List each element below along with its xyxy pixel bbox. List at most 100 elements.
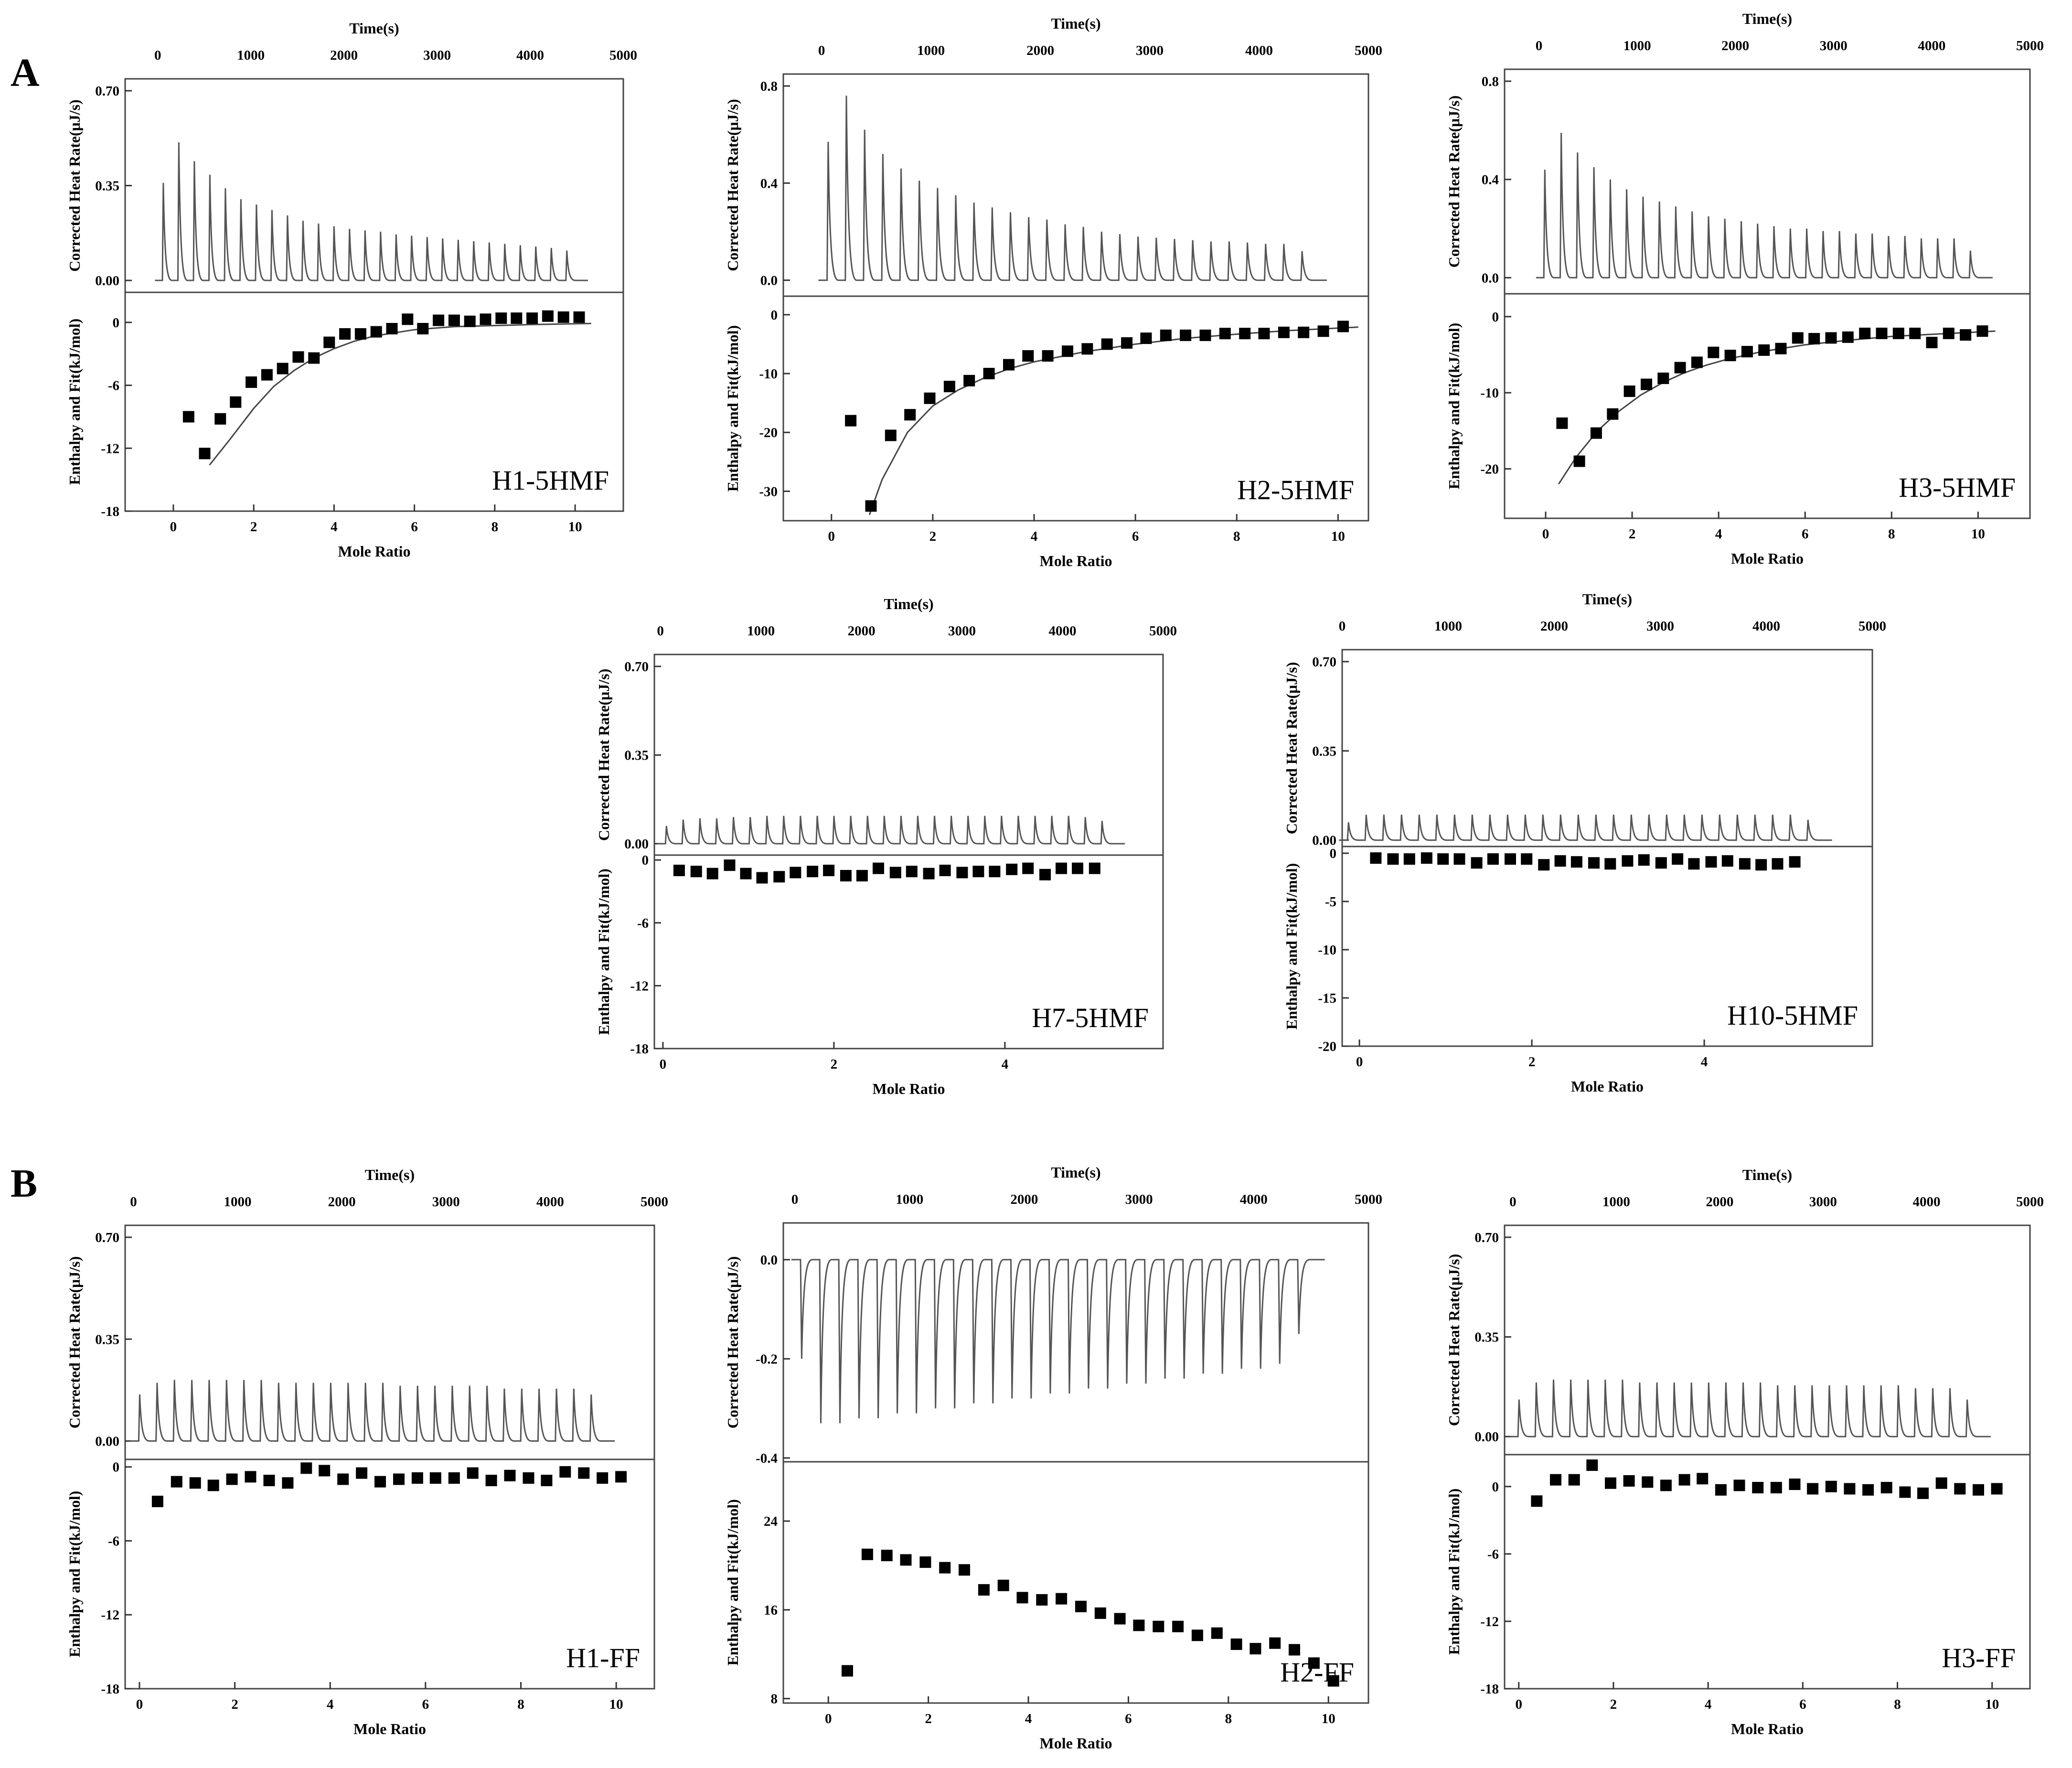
- iso-x-tick-label: 10: [1322, 1711, 1335, 1726]
- data-point: [1605, 1477, 1616, 1489]
- time-tick-label: 5000: [641, 1194, 668, 1210]
- data-point: [1926, 337, 1938, 348]
- iso-y-tick-label: -10: [1318, 943, 1336, 958]
- data-point: [1655, 857, 1667, 869]
- time-tick-label: 3000: [1646, 619, 1674, 634]
- data-point: [1042, 350, 1054, 362]
- data-point: [919, 1556, 931, 1568]
- data-point: [673, 865, 685, 877]
- data-point: [856, 870, 868, 882]
- thermo-y-axis-label: Corrected Heat Rate(μJ/s): [66, 1256, 83, 1429]
- thermo-y-tick-label: 0.0: [1482, 270, 1499, 286]
- data-point: [1678, 1474, 1690, 1486]
- data-point: [263, 1475, 275, 1487]
- iso-y-tick-label: -10: [1480, 386, 1499, 401]
- data-point: [1844, 1483, 1856, 1495]
- data-point: [1403, 853, 1415, 865]
- iso-y-tick-label: -15: [1318, 991, 1336, 1006]
- data-point: [1230, 1638, 1242, 1650]
- iso-x-tick-label: 6: [1799, 1697, 1806, 1712]
- data-point: [807, 866, 819, 878]
- data-point: [1623, 1475, 1635, 1487]
- iso-y-axis-label: Enthalpy and Fit(kJ/mol): [1445, 323, 1463, 490]
- data-point: [1623, 386, 1635, 397]
- iso-x-tick-label: 0: [828, 529, 835, 544]
- thermo-y-tick-label: 0.00: [95, 273, 119, 289]
- data-point: [1739, 858, 1751, 870]
- data-point: [485, 1475, 497, 1487]
- data-point: [182, 411, 194, 423]
- time-tick-label: 5000: [1858, 619, 1886, 634]
- thermo-y-tick-label: 0.70: [1312, 654, 1336, 670]
- iso-y-axis-label: Enthalpy and Fit(kJ/mol): [66, 319, 83, 485]
- data-point: [845, 415, 857, 427]
- chart-h1-ff: Time(s)0 1000 2000 3000 4000 50000.700.350.00…: [66, 1166, 668, 1737]
- data-point: [1289, 1644, 1300, 1656]
- time-tick-label: 5000: [1355, 43, 1382, 58]
- time-tick-label: 0: [1536, 38, 1543, 54]
- data-point: [1960, 329, 1972, 341]
- iso-x-tick-label: 6: [422, 1697, 429, 1712]
- time-tick-label: 5000: [2016, 38, 2044, 54]
- data-point: [245, 1471, 256, 1483]
- time-tick-label: 0: [130, 1194, 137, 1210]
- data-point: [1607, 408, 1619, 420]
- time-tick-label: 4000: [1049, 623, 1077, 639]
- iso-x-tick-label: 8: [1888, 526, 1895, 542]
- time-axis-label: Time(s): [1051, 1164, 1100, 1181]
- data-point: [706, 868, 718, 879]
- data-point: [997, 1579, 1009, 1591]
- data-point: [511, 312, 523, 324]
- data-point: [1588, 857, 1600, 869]
- iso-x-tick-label: 10: [1971, 526, 1985, 542]
- data-point: [1770, 1482, 1782, 1494]
- data-point: [1140, 332, 1152, 344]
- plot-frame: [782, 73, 1369, 522]
- iso-x-axis-label: Mole Ratio: [1040, 552, 1112, 569]
- thermo-y-tick-label: 0.70: [95, 1230, 119, 1245]
- time-tick-label: 5000: [2016, 1194, 2044, 1210]
- time-axis-label: Time(s): [884, 595, 933, 612]
- data-point: [1075, 1600, 1087, 1612]
- thermo-y-tick-label: 0.4: [1482, 172, 1499, 188]
- iso-y-tick-label: -20: [759, 425, 778, 440]
- iso-y-tick-label: -6: [108, 378, 119, 394]
- chart-h1-5hmf: Time(s)0 1000 2000 3000 4000 50000.700.350.00…: [66, 20, 637, 560]
- thermo-y-tick-label: 0.70: [624, 659, 649, 675]
- iso-y-axis-label: Enthalpy and Fit(kJ/mol): [1445, 1489, 1463, 1655]
- time-tick-label: 3000: [1820, 38, 1848, 54]
- data-point: [959, 1564, 970, 1576]
- plot-frame: [124, 1224, 655, 1690]
- iso-x-tick-label: 6: [1132, 529, 1139, 544]
- chart-h7-5hmf: Time(s) 0 1000 2000 3000 4000 5000 0.70 0.35 0.00…: [595, 595, 1177, 1097]
- data-point: [1876, 327, 1888, 339]
- time-tick-label: 2000: [1721, 38, 1749, 54]
- data-point: [1089, 862, 1100, 874]
- data-point: [402, 313, 414, 325]
- iso-y-tick-label: -6: [637, 916, 649, 931]
- data-point: [1697, 1473, 1709, 1485]
- time-tick-label: 3000: [423, 48, 451, 63]
- data-point: [354, 328, 366, 340]
- iso-y-tick-label: 24: [764, 1514, 778, 1529]
- data-point: [1022, 862, 1034, 874]
- data-point: [189, 1477, 201, 1489]
- iso-y-tick-label: 0: [113, 1460, 120, 1475]
- iso-x-tick-label: 10: [609, 1697, 623, 1712]
- time-axis-label: Time(s): [1582, 590, 1632, 608]
- data-point: [1471, 857, 1483, 869]
- data-point: [1094, 1607, 1106, 1619]
- thermo-y-tick-label: 0.70: [95, 84, 119, 99]
- data-point: [1570, 856, 1582, 868]
- time-tick-label: 4000: [516, 48, 544, 63]
- thermo-y-tick-label: -0.2: [756, 1351, 778, 1367]
- data-point: [1531, 1495, 1543, 1507]
- data-point: [1072, 862, 1083, 874]
- data-point: [889, 867, 901, 879]
- data-point: [1976, 325, 1988, 337]
- data-point: [337, 1473, 349, 1485]
- data-point: [740, 868, 752, 879]
- iso-y-tick-label: -18: [630, 1041, 649, 1057]
- data-point: [1056, 862, 1067, 874]
